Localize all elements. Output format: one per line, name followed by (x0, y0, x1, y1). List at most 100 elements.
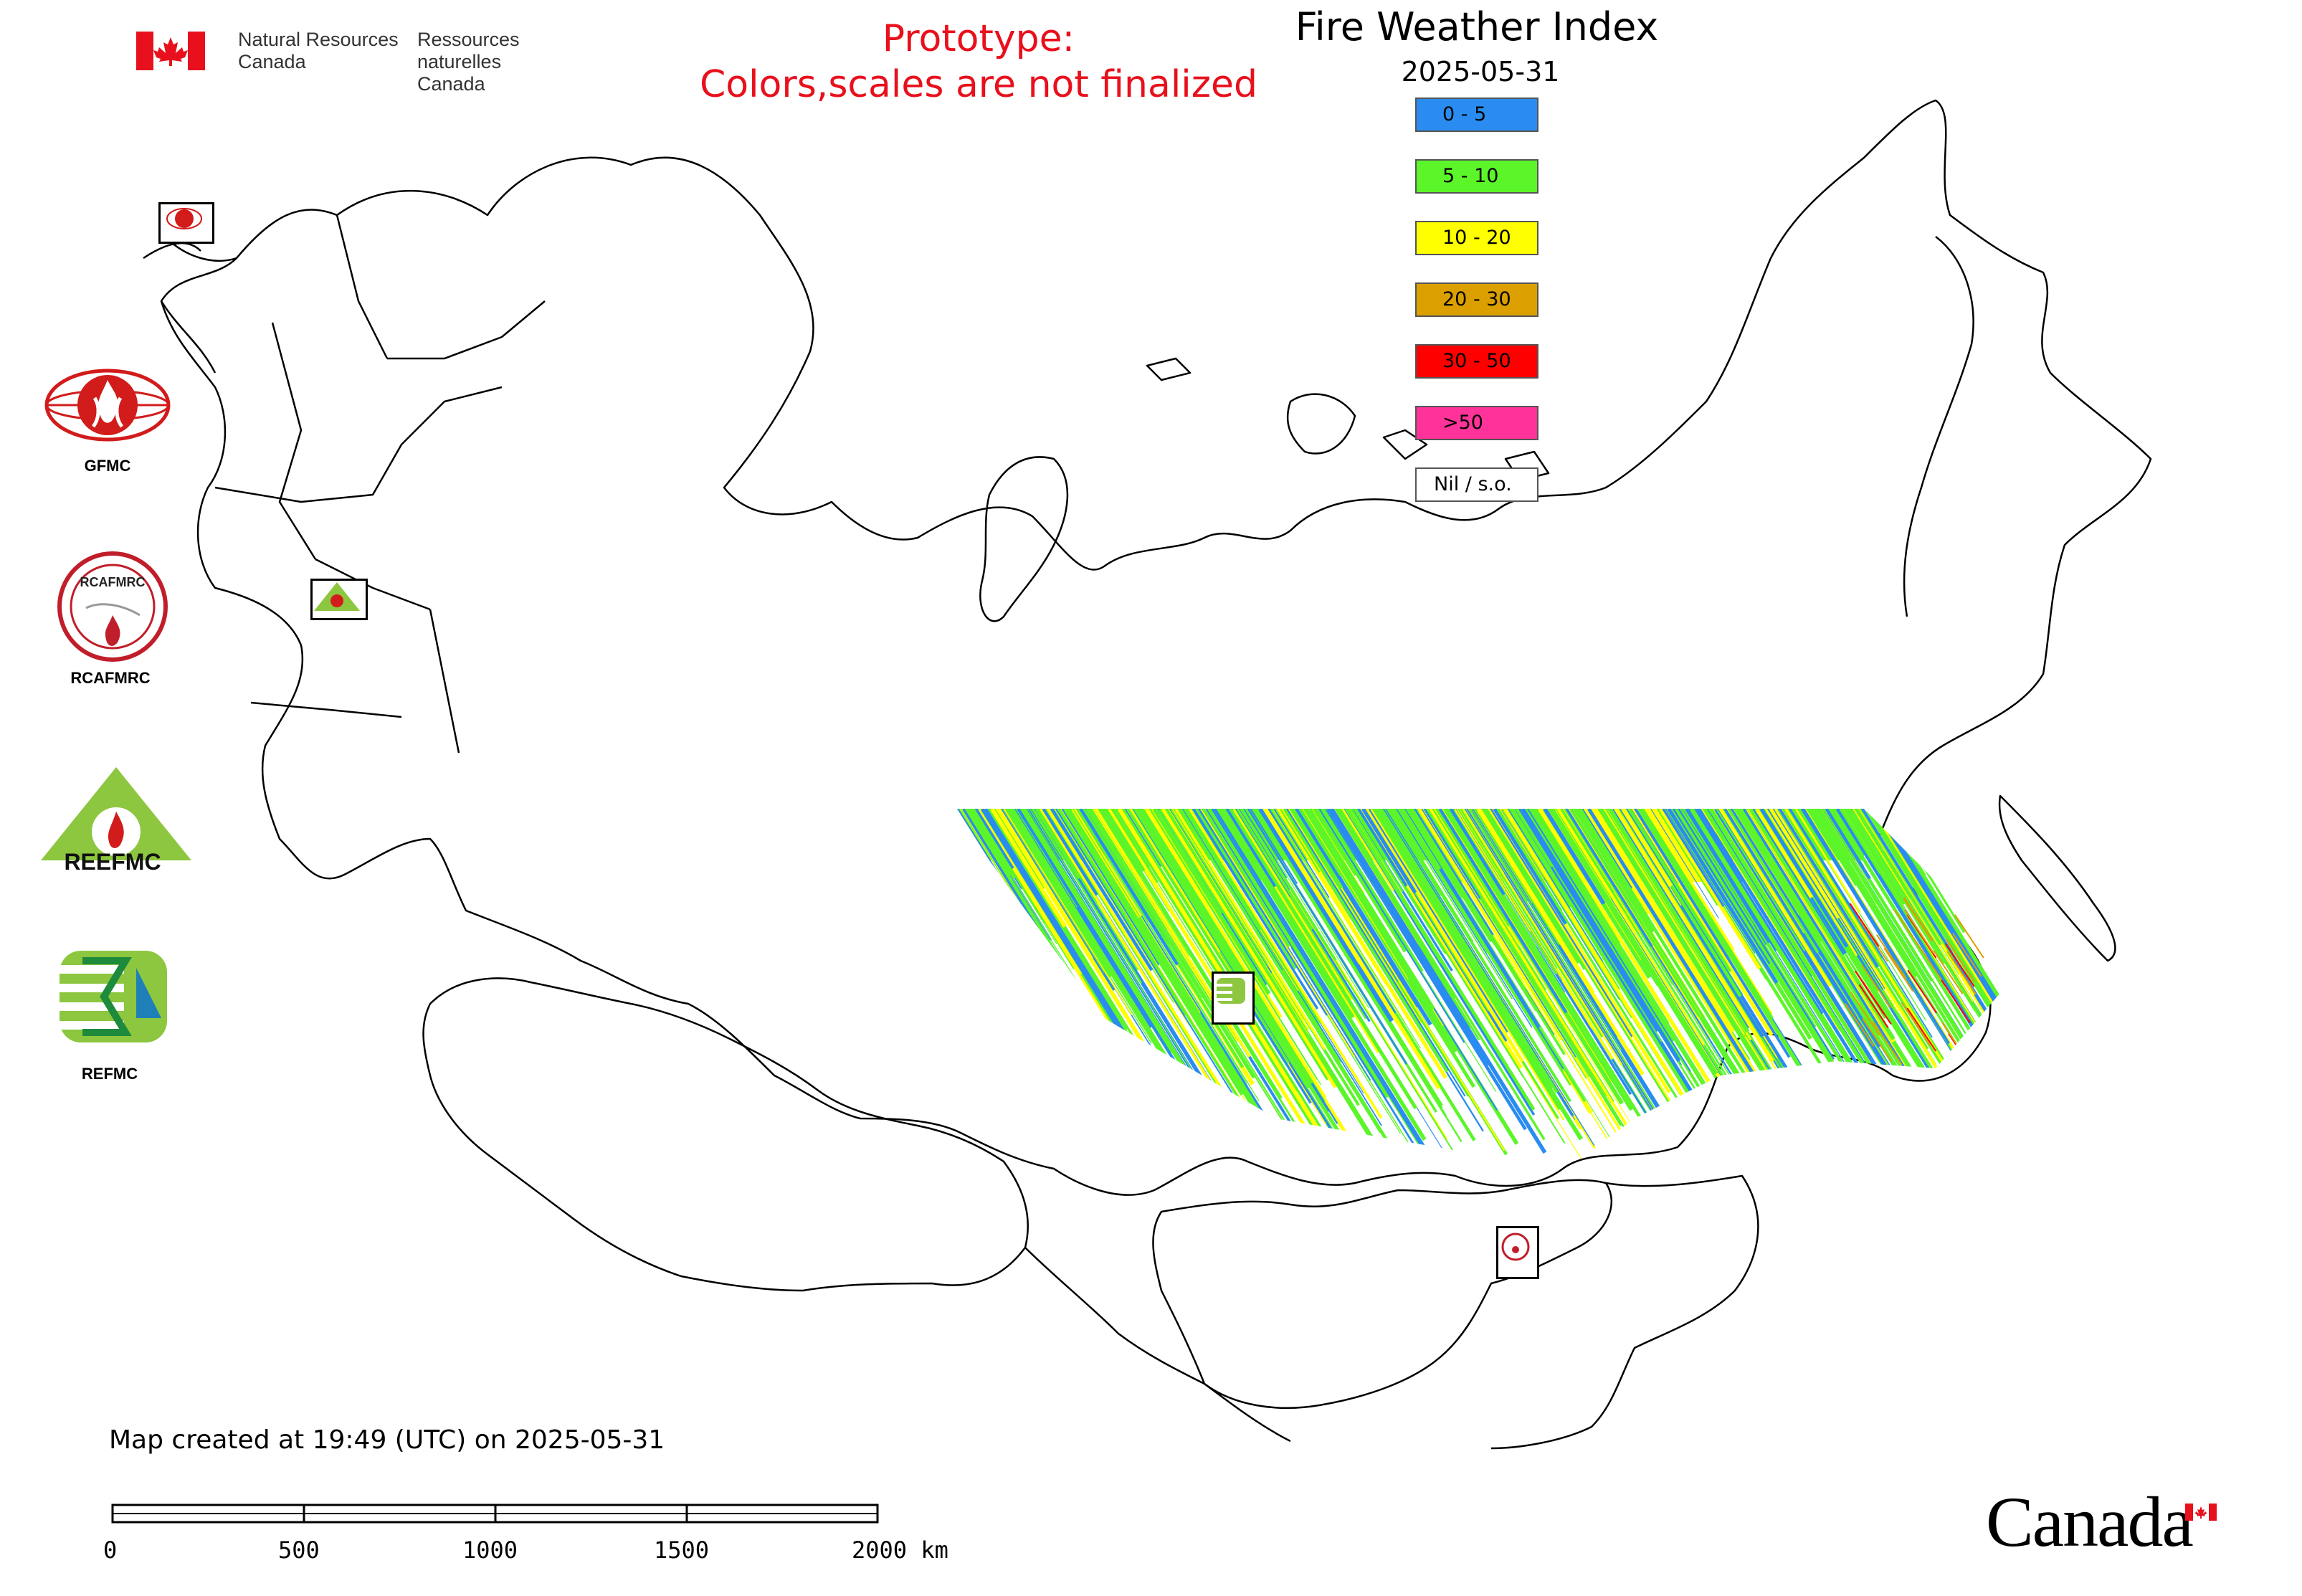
legend: 0 - 5 5 - 10 10 - 20 20 - 30 30 - 50 >50… (1415, 98, 1544, 513)
fwi-streak (1948, 1032, 1978, 1077)
map-marker-reefmc[interactable] (310, 579, 368, 620)
fwi-streak (1533, 809, 1731, 1124)
org-logo-reefmc[interactable]: REEFMC (37, 767, 195, 875)
legend-label: 30 - 50 (1442, 350, 1511, 372)
fwi-streak (1188, 809, 1383, 1119)
fwi-streak (1399, 809, 1564, 1072)
legend-label: 10 - 20 (1442, 227, 1511, 249)
fwi-streak (1207, 809, 1390, 1098)
fwi-streak (1903, 898, 1934, 942)
fwi-streak (1152, 809, 1271, 995)
org-logo-refmc[interactable]: REFMC (54, 946, 183, 1090)
fwi-streak (1302, 809, 1409, 979)
fwi-streak (1872, 1021, 1903, 1065)
fwi-streak (1396, 809, 1533, 1028)
fwi-streak (1341, 809, 1394, 891)
novaya-zemlya-outline (979, 456, 1069, 622)
fwi-streak (1852, 809, 1974, 1002)
fwi-streak (1701, 809, 1841, 1031)
map-marker-gfmc[interactable] (158, 202, 214, 244)
dept-name-en-line2: Canada (238, 51, 306, 72)
fwi-streak (1893, 909, 1924, 954)
fwi-streak (1759, 809, 1849, 948)
fwi-streak (1184, 809, 1262, 931)
fwi-streak (1079, 809, 1179, 966)
fwi-streak (1088, 809, 1285, 1124)
fwi-streak (1316, 809, 1366, 888)
fwi-streak (1195, 809, 1297, 969)
fwi-streak (990, 809, 1067, 928)
fwi-streak (1313, 809, 1357, 876)
legend-item: 5 - 10 (1415, 159, 1538, 194)
reefmc-logo-icon: REEFMC (41, 767, 191, 875)
fwi-streak (1054, 809, 1190, 1027)
fwi-streak (1813, 809, 1876, 906)
fwi-streak (1042, 809, 1098, 896)
dept-name-en-line1: Natural Resources (238, 29, 399, 50)
fwi-streak (1667, 809, 1779, 984)
fwi-streak (1394, 809, 1513, 999)
rcafmrc-marker-icon (1501, 1232, 1530, 1261)
fwi-streak (1794, 809, 1861, 913)
fwi-streak (970, 809, 1017, 879)
fwi-streak (1000, 809, 1116, 992)
fwi-streak (1941, 979, 1971, 1024)
org-label-rcafmrc: RCAFMRC (70, 669, 151, 687)
fwi-streak (1103, 809, 1146, 873)
fwi-streak (1321, 809, 1424, 972)
fwi-streak (1604, 809, 1797, 1118)
fwi-streak (1035, 809, 1081, 880)
fwi-streak (1161, 809, 1289, 1012)
fwi-streak (1346, 809, 1479, 1022)
fwi-streak (1429, 809, 1646, 1155)
fwi-streak (1308, 809, 1435, 1010)
fwi-streak (1726, 809, 1804, 934)
map-marker-refmc[interactable] (1212, 972, 1255, 1025)
org-label-gfmc: GFMC (84, 457, 131, 475)
fwi-streak (1568, 809, 1701, 1020)
fwi-streak (1109, 809, 1159, 884)
fwi-streak (1821, 809, 1940, 1000)
fwi-streak (1727, 809, 1820, 954)
scale-label-1000: 1000 (462, 1536, 518, 1564)
fwi-streak (1488, 809, 1614, 1007)
fwi-streak (1356, 809, 1408, 888)
fwi-streak (1621, 809, 1673, 888)
rcafmrc-logo-icon: RCAFMRC (57, 551, 168, 662)
prototype-notice-line1: Prototype: (882, 17, 1075, 60)
fwi-streak (1861, 980, 1892, 1025)
fwi-streak (1840, 809, 1987, 1044)
dept-name-fr-line1: Ressources naturelles (417, 29, 520, 72)
fwi-streak (1511, 809, 1623, 988)
fwi-streak (1811, 809, 1918, 977)
fwi-streak (1457, 809, 1558, 969)
gfmc-marker-icon (166, 208, 202, 229)
map-marker-rcafmrc[interactable] (1496, 1226, 1539, 1279)
sakhalin-outline (1998, 794, 2116, 962)
fwi-streak (1538, 809, 1716, 1091)
fwi-streak (1050, 809, 1154, 972)
fwi-streak (1350, 809, 1404, 893)
fwi-streak (1147, 809, 1211, 909)
refmc-marker-icon (1217, 978, 1245, 1004)
fwi-streak (1468, 809, 1682, 1152)
org-logo-gfmc[interactable]: GFMC (43, 362, 172, 477)
fwi-streak (1254, 809, 1386, 1017)
fwi-streak (1192, 809, 1250, 897)
org-logo-rcafmrc[interactable]: RCAFMRC RCAFMRC (43, 551, 172, 694)
fwi-streak (1774, 809, 1963, 1108)
fwi-streak (1592, 809, 1735, 1033)
fwi-streak (1023, 809, 1171, 1044)
fwi-streak (1017, 809, 1196, 1093)
fwi-streak (1933, 950, 1964, 994)
fwi-streak (1397, 809, 1490, 954)
scale-label-0: 0 (103, 1536, 118, 1564)
fwi-streak (1554, 809, 1612, 900)
fwi-streak (1462, 809, 1623, 1066)
fwi-streak (1097, 809, 1141, 878)
china-outline (1024, 1174, 1759, 1450)
fwi-streak (1025, 809, 1207, 1098)
fwi-streak (1144, 809, 1327, 1099)
fwi-streak (1165, 809, 1389, 1162)
